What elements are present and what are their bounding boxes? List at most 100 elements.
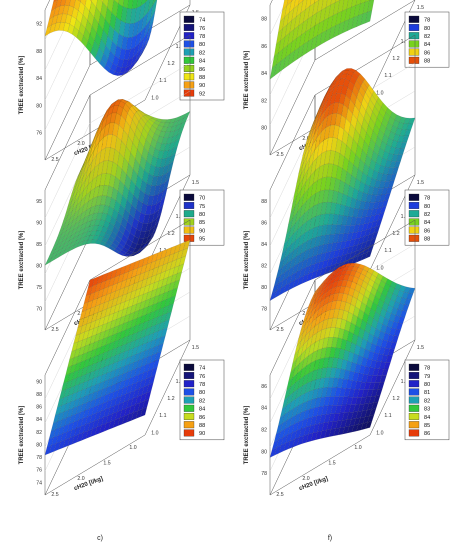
z-tick-label: 88: [36, 392, 42, 398]
legend-label: 90: [199, 228, 205, 234]
y-tick-label: 1.0: [376, 90, 383, 96]
z-tick-label: 80: [261, 126, 267, 132]
legend-swatch: [408, 234, 420, 242]
z-tick-label: 86: [261, 44, 267, 50]
legend-label: 82: [199, 50, 205, 56]
y-tick-label: 1.5: [192, 345, 199, 351]
legend-label: 82: [424, 212, 430, 218]
z-tick-label: 88: [261, 17, 267, 23]
surface-cell: [365, 10, 373, 24]
z-tick-label: 76: [36, 131, 42, 137]
legend-label: 88: [199, 75, 205, 81]
legend-swatch: [183, 40, 195, 48]
y-tick-label: 1.1: [159, 413, 166, 419]
legend-label: 88: [424, 59, 430, 65]
color-legend: 78 79 80 81 82 83 84 85 86: [404, 359, 450, 441]
z-tick-label: 84: [36, 76, 42, 82]
z-tick-label: 84: [261, 71, 267, 77]
legend-swatch: [183, 421, 195, 429]
panel-caption: f): [328, 535, 332, 542]
z-tick-label: 86: [261, 384, 267, 390]
surface-mesh: [269, 0, 375, 80]
y-tick-label: 1.3: [401, 214, 408, 220]
z-tick-label: 82: [36, 430, 42, 436]
legend-swatch: [408, 413, 420, 420]
legend-swatch: [408, 24, 420, 31]
legend-swatch: [183, 81, 195, 89]
x-tick-label: 2.5: [51, 157, 58, 163]
surface-plot-a: 92888480762.52.01.51.01.01.11.21.31.41.5…: [19, 0, 225, 190]
y-tick-label: 1.0: [376, 430, 383, 436]
legend-swatch: [183, 73, 195, 81]
z-tick-label: 75: [36, 285, 42, 291]
x-tick-label: 2.5: [276, 492, 283, 498]
legend-label: 88: [199, 423, 205, 429]
legend-label: 82: [199, 398, 205, 404]
base-edge: [44, 4, 191, 161]
legend-swatch: [408, 388, 420, 396]
z-tick-label: 90: [36, 379, 42, 385]
y-tick-label: 1.3: [401, 379, 408, 385]
legend-label: 86: [424, 50, 430, 56]
legend-swatch: [183, 413, 195, 420]
x-tick-label: 1.5: [328, 461, 335, 467]
legend-label: 74: [199, 366, 205, 372]
x-tick-label: 2.5: [51, 327, 58, 333]
z-tick-label: 82: [261, 263, 267, 269]
legend-swatch: [408, 48, 420, 56]
legend-swatch: [183, 396, 195, 404]
grid-line: [44, 62, 191, 219]
legend-label: 84: [199, 407, 205, 413]
legend-label: 78: [424, 196, 430, 202]
y-tick-label: 1.0: [151, 95, 158, 101]
legend-label: 75: [199, 204, 205, 210]
legend-swatch: [408, 218, 420, 226]
legend-label: 86: [199, 415, 205, 421]
z-tick-label: 80: [36, 104, 42, 110]
legend-label: 85: [424, 423, 430, 429]
legend-label: 86: [424, 228, 430, 234]
grid-line: [44, 0, 79, 71]
y-tick-label: 1.0: [151, 430, 158, 436]
surface-mesh: [44, 0, 158, 76]
legend-label: 78: [424, 18, 430, 24]
legend-swatch: [408, 202, 420, 209]
y-tick-label: 1.5: [417, 345, 424, 351]
legend-swatch: [183, 89, 195, 97]
legend-label: 92: [199, 91, 205, 97]
surface-plot-d: 88868482802.52.01.51.01.01.11.21.31.41.5…: [244, 0, 450, 188]
y-tick-label: 1.5: [192, 180, 199, 186]
legend-label: 80: [199, 390, 205, 396]
legend-label: 88: [424, 237, 430, 243]
x-tick-label: 2.5: [51, 492, 58, 498]
y-tick-label: 1.1: [159, 78, 166, 84]
legend-swatch: [183, 363, 195, 371]
legend-label: 84: [424, 42, 430, 48]
legend-swatch: [183, 65, 195, 72]
x-tick-label: 2.0: [302, 136, 309, 142]
y-tick-label: 1.1: [384, 413, 391, 419]
legend-swatch: [408, 56, 420, 64]
base-edge: [269, 339, 416, 496]
surface-mesh: [269, 263, 416, 458]
legend-label: 90: [199, 431, 205, 437]
z-tick-label: 88: [36, 49, 42, 55]
x-tick-label: 2.0: [302, 476, 309, 482]
z-tick-label: 70: [36, 307, 42, 313]
surface-cell: [291, 0, 294, 2]
surface-plot-c: 90 88 86 84 82 80 78 76 74 2.5 2.0 1.5 1.0 1.0 1.1 1.2 1…: [19, 219, 225, 542]
legend-swatch: [183, 404, 195, 412]
legend-swatch: [408, 404, 420, 412]
side-wall: [44, 0, 91, 161]
z-axis-title: TREE exctracted [%]: [19, 231, 25, 290]
y-tick-label: 1.2: [392, 396, 399, 402]
z-tick-label: 86: [36, 405, 42, 411]
legend-label: 84: [424, 415, 430, 421]
z-tick-label: 80: [261, 285, 267, 291]
color-legend: 70 75 80 85 90 95: [179, 189, 225, 246]
surface-plot-f: 86848280782.52.01.51.01.01.11.21.31.41.5…: [244, 219, 450, 542]
legend-label: 81: [424, 390, 430, 396]
legend-label: 80: [424, 204, 430, 210]
legend-label: 78: [424, 366, 430, 372]
